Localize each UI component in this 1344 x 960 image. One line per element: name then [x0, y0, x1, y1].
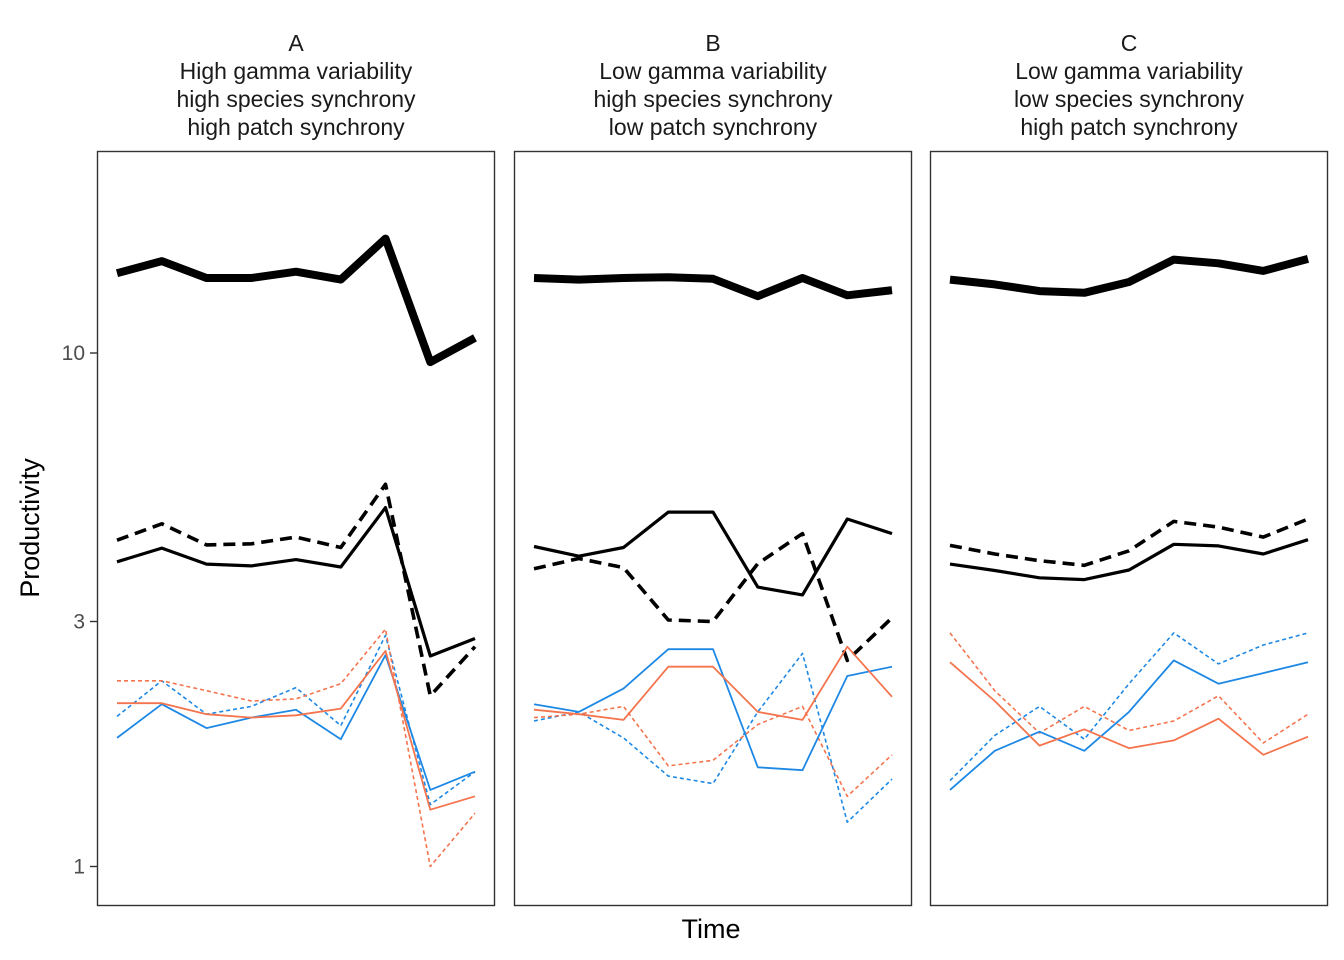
series-line-black-dashed: [533, 531, 894, 663]
panel-title-line: B: [705, 30, 720, 56]
panel-frame: [929, 150, 1329, 907]
series-line-orange-dotted: [533, 705, 893, 798]
panel-title-line: A: [288, 30, 304, 56]
panel-title-line: Low gamma variability: [599, 58, 827, 84]
series-line-blue-dotted: [949, 632, 1309, 782]
panel-title-line: high species synchrony: [176, 86, 416, 112]
series-line-blue-solid: [949, 659, 1309, 791]
series-line-blue-solid: [116, 654, 476, 791]
panel-title-line: low patch synchrony: [609, 114, 818, 140]
panel-title-line: high species synchrony: [593, 86, 833, 112]
series-line-orange-dotted: [949, 632, 1309, 744]
panel-title-line: Low gamma variability: [1015, 58, 1243, 84]
y-tick-label: 1: [73, 856, 85, 879]
series-line-orange-solid: [949, 661, 1309, 756]
series-line-black-solid: [533, 510, 893, 597]
series-line-black-dashed: [116, 482, 477, 698]
panel-title-line: high patch synchrony: [187, 114, 405, 140]
series-line-blue-dotted: [116, 634, 476, 806]
y-axis: 1 3 10: [62, 342, 97, 879]
y-axis-label: Productivity: [15, 458, 45, 598]
panel-title-line: low species synchrony: [1014, 86, 1245, 112]
series-line-orange-solid: [117, 650, 476, 811]
series-line-blue-solid: [533, 648, 893, 772]
series-line-black-thick: [949, 255, 1310, 297]
series-line-black-solid: [116, 506, 476, 658]
series-line-black-thick: [115, 234, 477, 367]
series-line-orange-dotted: [117, 628, 476, 868]
panel-title-line: C: [1121, 30, 1138, 56]
series-line-black-solid: [949, 538, 1309, 582]
series-line-black-dashed: [949, 517, 1309, 568]
series-line-orange-solid: [533, 645, 893, 721]
y-tick-label: 3: [73, 610, 85, 633]
series-line-blue-dotted: [533, 652, 893, 824]
y-tick-label: 10: [62, 342, 85, 365]
panel-title-line: High gamma variability: [180, 58, 413, 84]
panel-title-line: high patch synchrony: [1020, 114, 1238, 140]
panel-frame: [513, 150, 913, 907]
series-line-black-thick: [533, 273, 893, 301]
x-axis-label: Time: [682, 914, 741, 944]
panel-frame: [96, 150, 496, 907]
